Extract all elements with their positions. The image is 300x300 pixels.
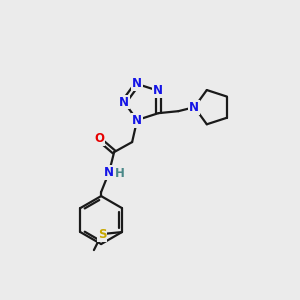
Text: N: N <box>132 77 142 90</box>
Text: N: N <box>189 101 200 114</box>
Text: N: N <box>104 166 114 178</box>
Text: N: N <box>132 114 142 127</box>
Text: O: O <box>94 132 104 145</box>
Text: N: N <box>153 84 164 97</box>
Text: N: N <box>119 95 129 109</box>
Text: S: S <box>98 228 106 241</box>
Text: H: H <box>115 167 125 180</box>
